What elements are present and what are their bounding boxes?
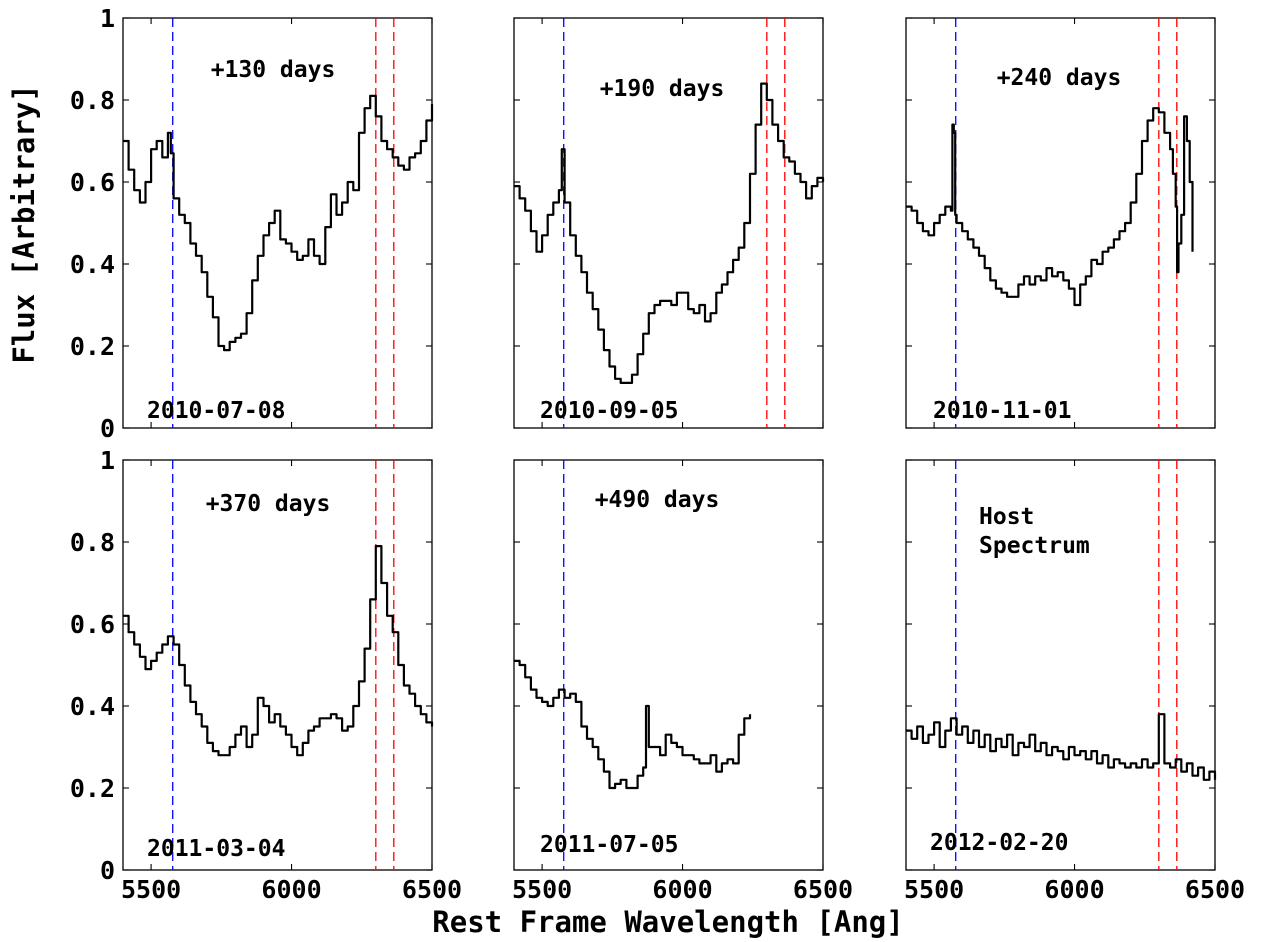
y-tick-label: 0.6 <box>70 168 115 197</box>
phase-label: +130 days <box>211 57 336 83</box>
y-tick-label: 0.6 <box>70 610 115 639</box>
spectrum-line <box>123 96 432 350</box>
phase-label: +490 days <box>595 487 720 513</box>
y-tick-label: 0 <box>100 414 115 443</box>
date-label: 2012-02-20 <box>930 830 1068 856</box>
x-tick-label: 6500 <box>793 875 853 904</box>
phase-label: +370 days <box>206 491 331 517</box>
panel-5: 5500 6000 6500 +490 days 2011-07-05 <box>512 460 853 904</box>
y-tick-label: 0.8 <box>70 86 115 115</box>
date-label: 2010-07-08 <box>147 398 285 424</box>
x-axis-title: Rest Frame Wavelength [Ang] <box>432 905 903 939</box>
spectrum-line <box>514 84 823 383</box>
x-tick-label: 6000 <box>652 875 712 904</box>
x-tick-label: 5500 <box>904 875 964 904</box>
y-tick-label: 0 <box>100 856 115 885</box>
panel-2: +190 days 2010-09-05 <box>514 18 823 428</box>
date-label: 2010-09-05 <box>540 398 678 424</box>
x-tick-label: 6000 <box>1044 875 1104 904</box>
date-label: 2011-07-05 <box>540 832 678 858</box>
spectrum-line <box>906 714 1215 780</box>
y-tick-label: 1 <box>100 446 115 475</box>
y-tick-label: 0.8 <box>70 528 115 557</box>
panel-frame <box>514 460 823 870</box>
panel-frame <box>906 460 1215 870</box>
date-label: 2011-03-04 <box>147 836 285 862</box>
x-tick-label: 6500 <box>402 875 462 904</box>
y-tick-label: 0.2 <box>70 332 115 361</box>
y-tick-label: 0.4 <box>70 250 115 279</box>
x-tick-label: 5500 <box>512 875 572 904</box>
phase-label: +240 days <box>997 65 1122 91</box>
panel-1: 0 0.2 0.4 0.6 0.8 1 +130 days 2010-07-08 <box>70 4 432 443</box>
panel-4: 0 0.2 0.4 0.6 0.8 1 5500 6000 6500 +370 days 2011-… <box>70 446 462 904</box>
x-tick-label: 5500 <box>121 875 181 904</box>
spectrum-line <box>906 108 1193 305</box>
y-axis-title: Flux [Arbitrary] <box>7 84 41 363</box>
panel-6: 5500 6000 6500 Host Spectrum 2012-02-20 <box>904 460 1245 904</box>
phase-label: +190 days <box>600 76 725 102</box>
phase-label: Host Spectrum <box>979 504 1090 559</box>
y-tick-label: 0.2 <box>70 774 115 803</box>
x-tick-label: 6000 <box>261 875 321 904</box>
panel-frame <box>123 460 432 870</box>
panels-grid: 0 0.2 0.4 0.6 0.8 1 +130 days 2010-07-08 +190 da… <box>70 4 1245 904</box>
spectrum-line <box>123 546 432 755</box>
date-label: 2010-11-01 <box>933 398 1071 424</box>
y-tick-label: 1 <box>100 4 115 33</box>
spectrum-line <box>514 661 750 788</box>
panel-3: +240 days 2010-11-01 <box>906 18 1215 428</box>
y-tick-label: 0.4 <box>70 692 115 721</box>
x-tick-label: 6500 <box>1185 875 1245 904</box>
